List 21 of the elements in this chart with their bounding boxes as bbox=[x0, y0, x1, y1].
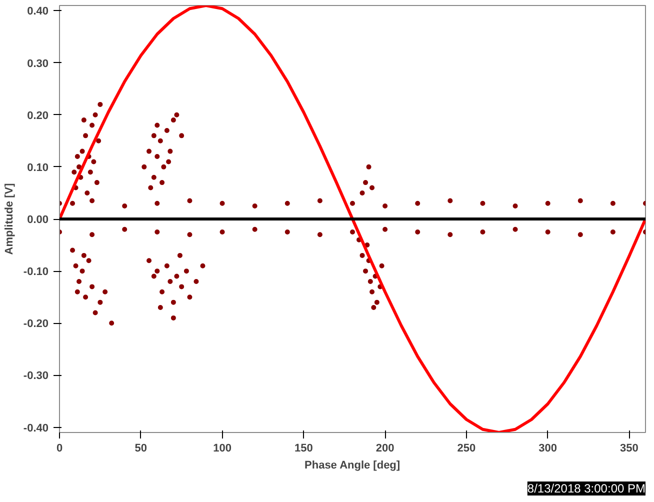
x-tick-label: 350 bbox=[620, 442, 638, 454]
y-tick-label: 0.20 bbox=[27, 110, 49, 122]
x-tick-label: 150 bbox=[294, 442, 313, 454]
x-tick-label: 200 bbox=[376, 442, 394, 454]
x-tick-label: 100 bbox=[213, 442, 232, 454]
y-tick-label: -0.20 bbox=[23, 318, 49, 330]
text: 8/13/2018 3:00:00 PM bbox=[527, 482, 646, 496]
y-axis-title: Amplitude [V] bbox=[3, 182, 16, 255]
x-tick-label: 0 bbox=[56, 442, 63, 454]
y-tick-label: -0.10 bbox=[23, 266, 49, 278]
line-series bbox=[60, 6, 646, 432]
y-tick-label: -0.30 bbox=[23, 370, 49, 382]
x-tick-label: 250 bbox=[457, 442, 476, 454]
y-tick-label: 0.10 bbox=[27, 162, 49, 174]
y-tick-label: 0.30 bbox=[27, 58, 49, 70]
x-axis-title: Phase Angle [deg] bbox=[304, 460, 400, 472]
x-tick-label: 300 bbox=[538, 442, 558, 454]
x-tick-label: 50 bbox=[134, 442, 148, 454]
y-tick-label: 0.00 bbox=[27, 214, 49, 226]
y-tick-label: 0.40 bbox=[27, 6, 49, 18]
y-tick-label: -0.40 bbox=[23, 422, 49, 434]
